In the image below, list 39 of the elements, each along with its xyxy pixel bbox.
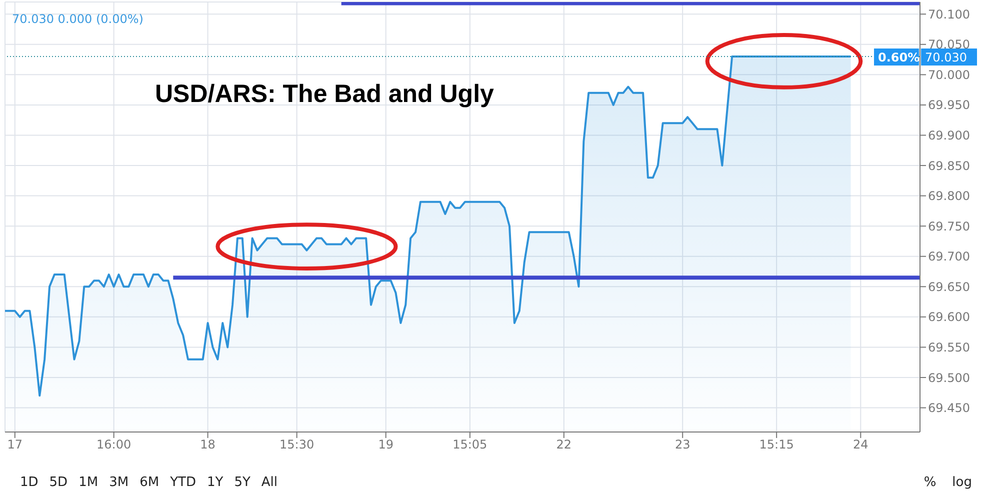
annotation: 70.030 0.000 (0.00%) <box>12 12 144 26</box>
y-tick-label: 69.850 <box>928 158 970 173</box>
annotation: 0.60% <box>878 50 920 65</box>
y-tick-label: 69.500 <box>928 370 970 385</box>
ref-line-label: 70.030 <box>925 50 967 65</box>
text: USD/ARS: The Bad and Ugly <box>155 80 494 108</box>
text: 1M <box>78 475 98 490</box>
y-tick-label: 69.450 <box>928 401 970 416</box>
text: 3M <box>109 475 129 490</box>
y-tick-label: 69.900 <box>928 128 970 142</box>
x-tick-label: 22 <box>556 438 572 452</box>
text: log <box>952 475 972 490</box>
text: All <box>261 475 278 490</box>
x-tick-label: 24 <box>853 438 868 452</box>
y-tick-label: 70.100 <box>928 7 970 22</box>
x-tick-label: 15:05 <box>452 438 488 452</box>
x-tick-label: 16:00 <box>96 438 132 452</box>
y-tick-label: 69.600 <box>928 310 970 324</box>
x-tick-label: 18 <box>200 438 216 452</box>
text: 6M <box>140 475 160 490</box>
y-tick-label: 69.550 <box>928 340 970 354</box>
x-tick-label: 17 <box>7 438 23 452</box>
text: 1Y <box>206 475 224 490</box>
x-tick-label: 15:30 <box>280 438 314 452</box>
text: % <box>924 475 936 490</box>
y-tick-label: 69.650 <box>928 280 970 294</box>
y-tick-label: 70.000 <box>928 68 970 82</box>
x-tick-label: 19 <box>378 438 394 452</box>
y-tick-label: 69.950 <box>928 98 970 112</box>
y-tick-label: 70.050 <box>928 38 970 52</box>
text: 5Y <box>234 475 250 490</box>
y-tick-label: 69.800 <box>928 189 970 204</box>
y-tick-label: 69.750 <box>928 219 970 234</box>
y-tick-label: 69.700 <box>928 250 970 264</box>
text: YTD <box>170 475 196 490</box>
x-tick-label: 15:15 <box>759 438 794 452</box>
text: 5D <box>49 475 68 490</box>
text: 1D <box>20 475 38 490</box>
x-tick-label: 23 <box>674 438 690 452</box>
